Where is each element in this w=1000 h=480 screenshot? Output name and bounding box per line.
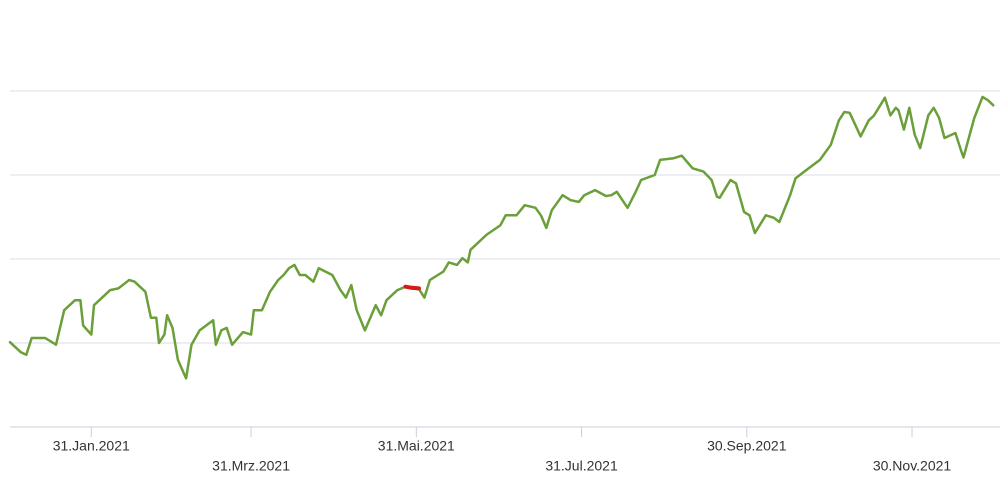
x-tick-label: 31.Mrz.2021 (212, 458, 290, 474)
x-tick-label: 31.Mai.2021 (378, 438, 455, 454)
line (8, 95, 995, 380)
x-tick-label: 31.Jul.2021 (545, 458, 618, 474)
x-tick-label: 30.Sep.2021 (707, 438, 787, 454)
line (403, 284, 421, 291)
x-tick-label: 31.Jan.2021 (53, 438, 130, 454)
x-tick-label: 30.Nov.2021 (873, 458, 952, 474)
